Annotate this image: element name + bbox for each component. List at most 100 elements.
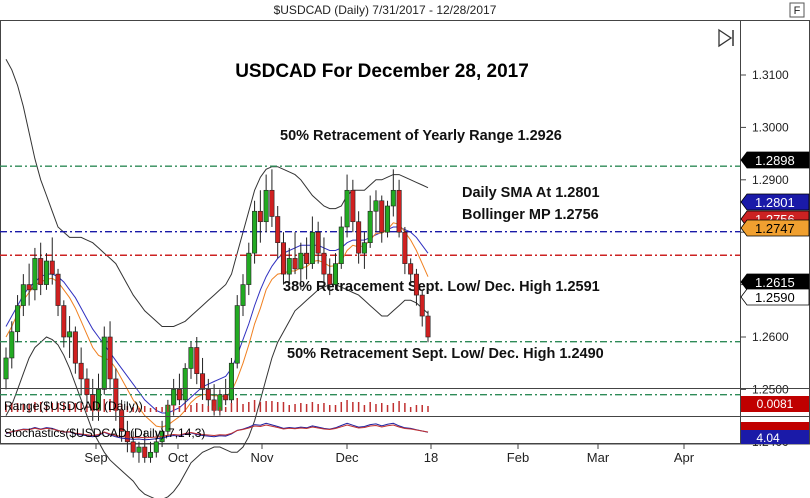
y-tick-label: 1.2900 xyxy=(752,173,789,187)
x-axis: Sep Oct Nov Dec 18 Feb Mar Apr xyxy=(84,444,695,465)
candle-body xyxy=(373,200,379,212)
candle-body xyxy=(3,357,9,380)
title-bar xyxy=(0,0,810,20)
chart-title: USDCAD For December 28, 2017 xyxy=(235,61,529,82)
candle-body xyxy=(55,273,61,306)
price-tag xyxy=(740,151,810,169)
f-button-label: F xyxy=(794,5,801,17)
price-tag-text: 1.2801 xyxy=(755,195,795,210)
candle-body xyxy=(32,258,38,291)
candle-body xyxy=(257,210,263,223)
candle-body xyxy=(298,252,304,270)
candle-body xyxy=(136,446,142,453)
y-axis: 1.31001.30001.29001.28001.27001.26001.25… xyxy=(740,68,789,449)
candle-body xyxy=(20,284,26,306)
level-label: Bollinger MP 1.2756 xyxy=(462,207,599,223)
x-tick-label: Feb xyxy=(507,450,529,465)
price-tag-text: 1.2898 xyxy=(755,153,795,168)
candle-body xyxy=(15,305,21,333)
level-label: 50% Retracement Sept. Low/ Dec. High 1.2… xyxy=(287,346,604,362)
candle-body xyxy=(142,446,148,458)
stoch-value-text: 4.04 xyxy=(756,431,780,445)
play-end-icon[interactable] xyxy=(718,28,734,48)
candle-body xyxy=(280,242,286,275)
candle-body xyxy=(413,273,419,296)
stoch-d-tag xyxy=(741,422,809,432)
x-tick-label: Mar xyxy=(587,450,610,465)
level-label: Daily SMA At 1.2801 xyxy=(462,185,600,201)
range-value-text: 0.0081 xyxy=(757,397,794,411)
window-title: $USDCAD (Daily) 7/31/2017 - 12/28/2017 xyxy=(274,3,497,17)
candle-body xyxy=(263,189,269,223)
candle-body xyxy=(67,331,73,338)
x-tick-label: Apr xyxy=(674,450,695,465)
bollinger-lower-line xyxy=(5,284,429,498)
candle-body xyxy=(38,258,44,285)
stoch-panel-label: Stochastics($USDCAD (Daily),7,14,3) xyxy=(4,426,205,440)
candle-body xyxy=(148,451,154,458)
candle-body xyxy=(171,389,177,406)
candle-body xyxy=(344,189,350,228)
candle-body xyxy=(26,284,32,291)
candle-body xyxy=(72,331,78,364)
candle-body xyxy=(84,378,90,395)
candle-body xyxy=(356,221,362,254)
y-tick-label: 1.2500 xyxy=(752,382,789,396)
candle-body xyxy=(200,373,206,390)
x-tick-label: 18 xyxy=(424,450,438,465)
candle-body xyxy=(327,273,333,285)
candle-body xyxy=(61,305,67,338)
candle-body xyxy=(315,231,321,254)
y-tick-label: 1.3000 xyxy=(752,120,789,134)
y-tick-label: 1.3100 xyxy=(752,68,789,82)
price-tag-text: 1.2747 xyxy=(755,221,795,236)
candle-body xyxy=(107,336,113,380)
candle-body xyxy=(396,189,402,233)
candle-body xyxy=(228,362,234,401)
candle-body xyxy=(367,210,373,243)
price-tag xyxy=(740,219,810,237)
candle-body xyxy=(223,394,229,401)
f-button[interactable] xyxy=(789,2,805,18)
price-tag xyxy=(740,193,810,211)
candle-body xyxy=(43,260,49,285)
candle-body xyxy=(194,347,200,374)
x-tick-label: Oct xyxy=(168,450,189,465)
price-tag xyxy=(740,273,810,291)
candle-body xyxy=(9,331,15,359)
candle-body xyxy=(130,441,136,453)
candle-body xyxy=(309,231,315,264)
x-tick-label: Dec xyxy=(335,450,359,465)
candle-body xyxy=(176,389,182,401)
stoch-d-line xyxy=(5,424,429,439)
candle-body xyxy=(240,284,246,306)
candle-body xyxy=(101,336,107,390)
candle-body xyxy=(234,305,240,364)
candle-body xyxy=(286,258,292,275)
candle-body xyxy=(321,252,327,275)
stoch-k-line xyxy=(5,422,429,441)
range-bars xyxy=(5,398,429,412)
price-tag-text: 1.2590 xyxy=(755,290,795,305)
candle-body xyxy=(338,226,344,264)
candle-body xyxy=(350,189,356,223)
candle-body xyxy=(425,315,431,338)
candle-body xyxy=(333,263,339,285)
candle-body xyxy=(246,252,252,285)
level-label: 38% Retracement Sept. Low/ Dec. High 1.2… xyxy=(283,279,600,295)
candle-body xyxy=(408,263,414,275)
x-tick-label: Nov xyxy=(250,450,274,465)
y-tick-label: 1.2600 xyxy=(752,330,789,344)
candle-body xyxy=(379,200,385,233)
candle-body xyxy=(419,294,425,317)
price-tag xyxy=(740,288,810,306)
level-label: 50% Retracement of Yearly Range 1.2926 xyxy=(280,128,562,144)
levels: 50% Retracement of Yearly Range 1.2926 Da… xyxy=(0,128,740,396)
stoch-value-tag xyxy=(741,430,809,444)
candle-body xyxy=(385,205,391,233)
candle-body xyxy=(205,389,211,401)
range-panel-label: Range($USDCAD (Daily)) xyxy=(4,399,143,413)
candles xyxy=(3,169,431,463)
